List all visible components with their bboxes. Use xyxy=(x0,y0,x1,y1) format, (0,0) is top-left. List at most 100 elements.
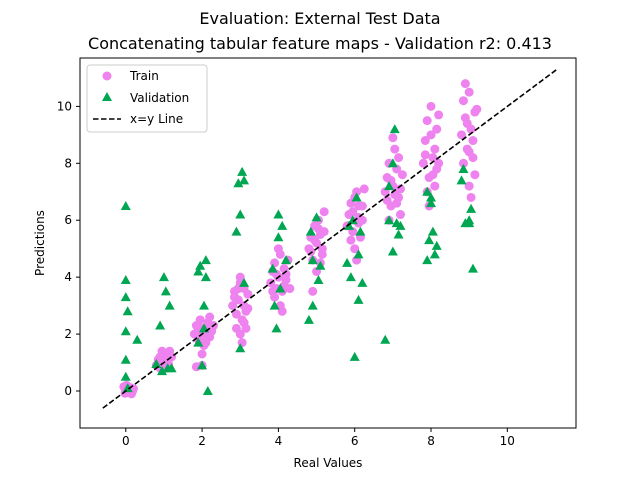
train-point xyxy=(395,210,405,220)
train-point xyxy=(426,101,436,111)
validation-point xyxy=(166,363,177,373)
validation-point xyxy=(120,371,131,381)
train-point xyxy=(388,133,398,143)
validation-point xyxy=(202,386,213,395)
validation-point xyxy=(132,334,143,344)
validation-point xyxy=(313,275,324,284)
validation-point xyxy=(193,337,204,347)
validation-point xyxy=(267,263,278,273)
train-point xyxy=(457,130,467,140)
train-point xyxy=(392,198,402,208)
train-point xyxy=(470,107,480,117)
train-point xyxy=(317,244,327,254)
validation-point xyxy=(347,215,358,225)
train-point xyxy=(395,184,405,194)
validation-point xyxy=(355,226,366,236)
validation-point xyxy=(155,320,166,330)
validation-point xyxy=(426,198,437,208)
validation-point xyxy=(158,272,169,282)
validation-point xyxy=(200,272,211,282)
legend: Train Validation x=y Line xyxy=(86,64,208,133)
x-tick-label: 0 xyxy=(122,434,130,448)
validation-point xyxy=(120,275,131,284)
train-point xyxy=(310,235,320,245)
train-point xyxy=(205,332,215,342)
validation-point xyxy=(464,215,475,225)
validation-point xyxy=(387,246,398,256)
train-point xyxy=(359,184,369,194)
train-point xyxy=(428,153,438,163)
chart-subtitle: Concatenating tabular feature maps - Val… xyxy=(88,34,552,53)
validation-point xyxy=(384,181,395,191)
x-tick-label: 2 xyxy=(198,434,206,448)
y-tick-label: 4 xyxy=(64,270,72,284)
train-point xyxy=(348,207,358,217)
train-point xyxy=(281,269,291,279)
validation-point xyxy=(380,334,391,344)
validation-point xyxy=(345,272,356,282)
train-point xyxy=(397,170,407,180)
train-point xyxy=(285,284,295,294)
train-point xyxy=(319,227,329,237)
validation-point xyxy=(237,166,248,176)
train-point xyxy=(231,309,241,319)
train-point xyxy=(464,147,474,157)
train-point xyxy=(434,158,444,168)
train-point xyxy=(458,158,468,168)
validation-point xyxy=(351,192,362,202)
train-point xyxy=(434,110,444,120)
validation-point xyxy=(387,158,398,168)
train-point xyxy=(430,181,440,191)
validation-point xyxy=(122,306,133,316)
train-point xyxy=(432,124,442,134)
y-tick-label: 0 xyxy=(64,384,72,398)
train-point xyxy=(466,192,476,202)
x-axis-label: Real Values xyxy=(294,456,363,470)
train-point xyxy=(195,315,205,325)
train-point xyxy=(468,136,478,146)
train-point xyxy=(319,207,329,217)
validation-point xyxy=(239,277,250,287)
validation-point xyxy=(235,343,246,353)
validation-point xyxy=(275,283,286,293)
train-point xyxy=(382,195,392,205)
train-point xyxy=(464,181,474,191)
train-point xyxy=(350,244,360,254)
validation-point xyxy=(353,294,364,304)
validation-point xyxy=(422,186,433,196)
validation-point xyxy=(422,255,433,265)
train-point xyxy=(230,292,240,302)
validation-point xyxy=(458,164,469,173)
validation-point xyxy=(426,192,437,202)
train-point xyxy=(235,272,245,282)
validation-point xyxy=(271,323,282,333)
train-point xyxy=(426,130,436,140)
train-point xyxy=(228,301,238,311)
validation-point xyxy=(160,286,171,296)
train-point xyxy=(199,340,209,350)
validation-point xyxy=(303,314,314,324)
validation-point xyxy=(427,226,438,236)
validation-point xyxy=(193,266,204,276)
validation-point xyxy=(342,257,353,267)
legend-line-label: x=y Line xyxy=(130,112,183,126)
validation-point xyxy=(122,383,133,393)
train-point xyxy=(470,170,480,180)
chart-title: Evaluation: External Test Data xyxy=(199,9,440,28)
validation-point xyxy=(233,178,244,188)
validation-point xyxy=(384,215,395,225)
y-tick-label: 2 xyxy=(64,327,72,341)
train-point xyxy=(308,286,318,296)
validation-point xyxy=(357,277,368,287)
validation-point xyxy=(429,249,440,259)
validation-point xyxy=(467,263,478,273)
x-tick-label: 4 xyxy=(275,434,283,448)
validation-point xyxy=(307,255,318,265)
train-point xyxy=(394,153,404,163)
legend-validation-label: Validation xyxy=(130,91,189,105)
x-tick-label: 8 xyxy=(427,434,435,448)
validation-point xyxy=(231,226,242,236)
validation-point xyxy=(315,260,326,270)
train-point xyxy=(464,87,474,97)
